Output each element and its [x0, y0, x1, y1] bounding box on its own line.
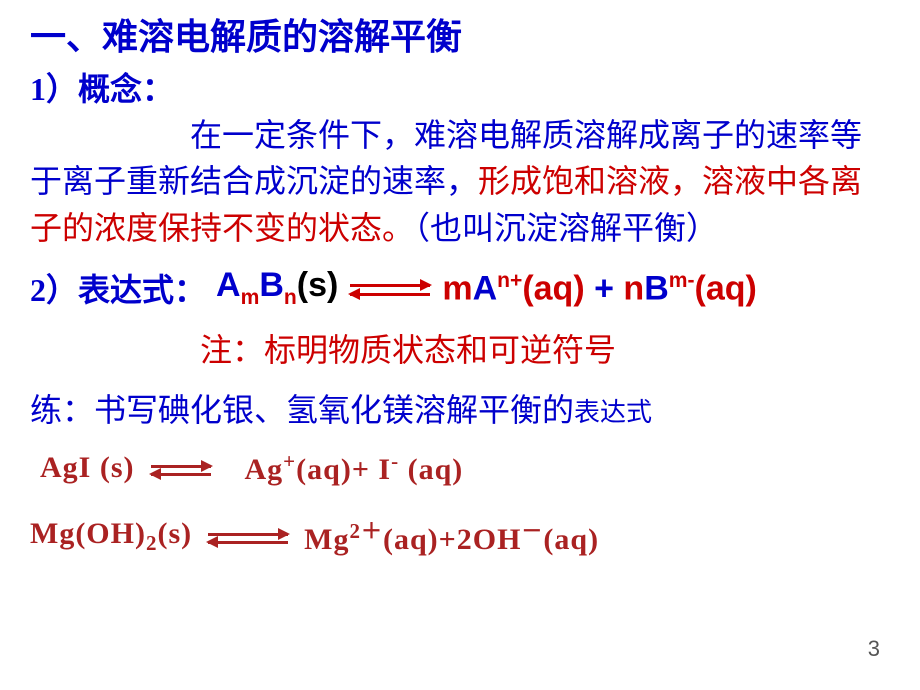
f-m: m — [241, 286, 260, 309]
mg-sub2: 2 — [146, 531, 158, 555]
mg-lhs: Mg(OH) — [30, 517, 146, 550]
mg-charge: 2＋ — [349, 519, 383, 543]
f-nplus: n+ — [497, 269, 522, 292]
mg-mg: Mg — [304, 523, 349, 556]
reversible-arrow-icon — [151, 465, 211, 476]
agi-ag: Ag — [245, 453, 284, 486]
f-state-s: (s) — [297, 266, 339, 304]
equation-mgoh2: Mg(OH)2(s) Mg2＋(aq)+2OH－(aq) — [30, 515, 890, 557]
expression-line: 2）表达式： AmBn(s) mAn+(aq) + nBm-(aq) — [30, 265, 890, 311]
f-coef-m: m — [442, 269, 472, 307]
reversible-arrow-icon — [350, 284, 430, 296]
section1-label: 1）概念： — [30, 64, 890, 110]
mg-oh-charge: － — [521, 519, 543, 543]
agi-ag-charge: + — [283, 449, 296, 473]
concept-paragraph: 在一定条件下，难溶电解质溶解成离子的速率等于离子重新结合成沉淀的速率，形成饱和溶… — [30, 112, 890, 251]
f-aq1: (aq) — [522, 269, 584, 307]
practice-label: 练： — [30, 392, 94, 428]
equation-agi: AgI (s) Ag+(aq)+ I- (aq) — [40, 449, 890, 487]
mg-s: (s) — [157, 517, 192, 550]
page-number: 3 — [868, 636, 880, 662]
f-n: n — [284, 286, 297, 309]
note-text: 注：标明物质状态和可逆符号 — [200, 325, 890, 371]
f-B2: B — [644, 269, 669, 307]
general-formula: AmBn(s) mAn+(aq) + nBm-(aq) — [216, 266, 757, 310]
agi-lhs: AgI (s) — [40, 451, 135, 485]
f-mminus: m- — [669, 269, 695, 292]
f-coef-n: n — [623, 269, 644, 307]
mg-aq2: (aq) — [543, 523, 599, 556]
f-plus: + — [585, 269, 624, 307]
f-aq2: (aq) — [695, 269, 757, 307]
section2-label: 2）表达式： — [30, 265, 206, 311]
concept-part3: （也叫沉淀溶解平衡） — [414, 210, 718, 246]
mg-oh: 2OH — [457, 523, 522, 556]
practice-line: 练：书写碘化银、氢氧化镁溶解平衡的表达式 — [30, 385, 890, 431]
agi-plus: + — [352, 453, 370, 486]
agi-i: I — [370, 453, 391, 486]
practice-text: 书写碘化银、氢氧化镁溶解平衡的 — [94, 392, 574, 428]
mg-aq1: (aq) — [383, 523, 439, 556]
agi-aq2: (aq) — [399, 453, 463, 486]
agi-aq1: (aq) — [296, 453, 352, 486]
agi-i-charge: - — [391, 449, 399, 473]
practice-small: 表达式 — [574, 398, 652, 427]
f-A2: A — [473, 269, 498, 307]
f-B: B — [259, 266, 284, 304]
mg-plus: + — [439, 523, 457, 556]
page-title: 一、难溶电解质的溶解平衡 — [30, 8, 890, 60]
f-A: A — [216, 266, 241, 304]
reversible-arrow-icon — [208, 533, 288, 544]
